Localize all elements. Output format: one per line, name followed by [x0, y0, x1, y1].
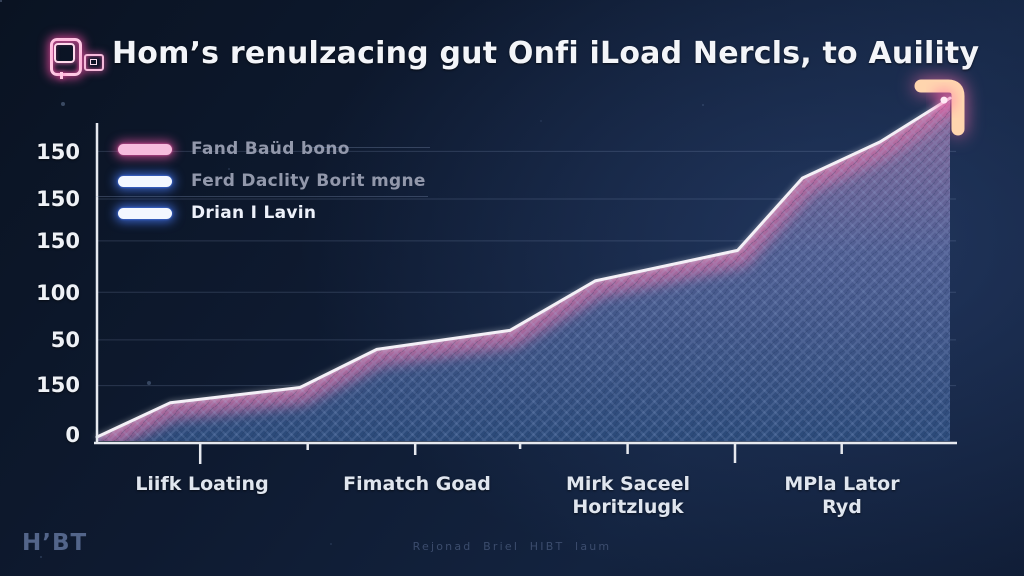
x-axis-label: MPla Lator Ryd: [732, 473, 952, 518]
line-end-dot: [933, 89, 955, 112]
legend-item: Ferd Daclity Borit mgne: [118, 165, 426, 197]
x-axis-label: Liifk Loating: [92, 473, 312, 496]
arrow-stroke: [914, 79, 965, 136]
area-texture: [97, 98, 950, 441]
legend-item: Fand Baüd bono: [118, 133, 426, 165]
y-axis-label: 150: [36, 187, 80, 211]
x-axis-label-line: Fimatch Goad: [343, 473, 491, 495]
page-title: Hom’s renulzacing gut Onfi iLoad Nercls,…: [112, 36, 980, 71]
y-axis-label: 0: [65, 423, 80, 447]
tag-stem: [60, 72, 63, 79]
legend-swatch-blue: [118, 207, 172, 219]
legend-item: Drian I Lavin: [118, 197, 426, 229]
decorative-line: [96, 196, 428, 197]
x-axis-label: Mirk Saceel Horitzlugk: [518, 473, 738, 518]
decorative-line: [312, 147, 430, 148]
chip-icon: [84, 54, 104, 71]
y-axis-label: 150: [36, 373, 80, 397]
chart-legend: Fand Baüd bono Ferd Daclity Borit mgne D…: [118, 133, 426, 229]
x-axis-label-line: Horitzlugk: [572, 495, 684, 518]
x-axis-label: Fimatch Goad: [307, 473, 527, 496]
tag-inner-shape: [54, 43, 75, 63]
background-stars: [0, 0, 2, 2]
legend-label: Ferd Daclity Borit mgne: [191, 171, 426, 191]
axes: [94, 123, 957, 464]
legend-swatch-blue: [118, 175, 172, 187]
brand-watermark: H’BT: [22, 530, 88, 556]
y-axis-label: 50: [50, 328, 80, 352]
footer-caption: Rejonad Briel HIBT laum: [412, 540, 612, 553]
x-axis-label-line: Ryd: [822, 495, 862, 518]
legend-swatch-pink: [118, 143, 172, 155]
neon-price-tag-icon: [42, 30, 112, 86]
y-axis-label: 100: [36, 281, 80, 305]
x-axis-label-line: MPla Lator: [784, 473, 900, 495]
tag-outline: [50, 38, 82, 76]
y-axis-label: 150: [36, 229, 80, 253]
legend-label: Drian I Lavin: [191, 203, 317, 223]
x-axis-label-line: Mirk Saceel: [565, 473, 691, 495]
x-axis-label-line: Liifk Loating: [135, 473, 269, 495]
end-dot: [940, 96, 948, 104]
series-line: [95, 96, 952, 439]
legend-label: Fand Baüd bono: [191, 139, 350, 159]
y-axis-label: 150: [36, 140, 80, 164]
area-series: [95, 96, 952, 441]
